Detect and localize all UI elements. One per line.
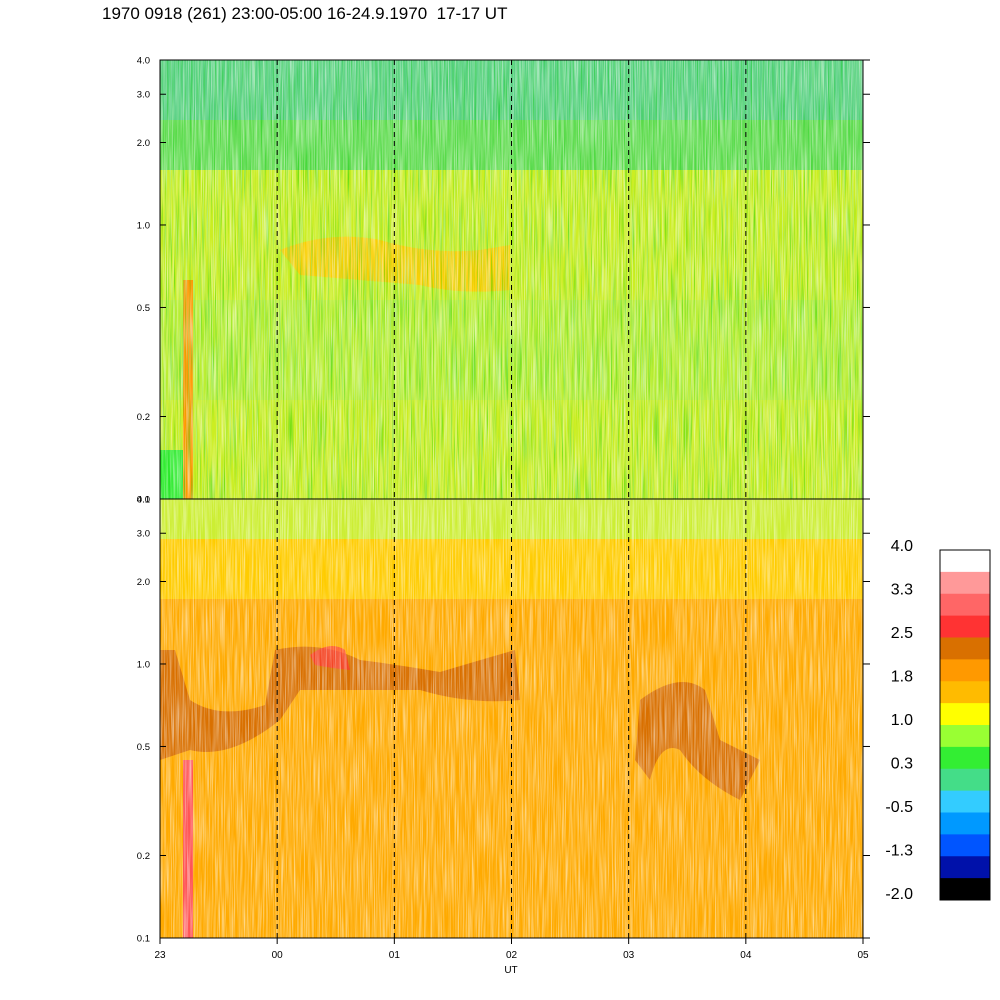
bottom-y-tick-label: 1.0 <box>137 659 150 670</box>
x-tick-label-03: 03 <box>623 950 635 961</box>
top-y-tick-label: 1.0 <box>137 220 150 231</box>
colorbar-label: 3.3 <box>891 582 913 599</box>
x-tick-label-23: 23 <box>154 950 166 961</box>
colorbar: 4.0 3.3 2.5 1.8 1.0 0.3 -0.5 -1.3 -2.0 <box>885 538 991 903</box>
x-axis-ticks: 23 00 01 02 03 04 05 <box>154 938 869 961</box>
colorbar-swatch <box>940 659 990 682</box>
colorbar-swatch <box>940 746 990 770</box>
x-tick-label-04: 04 <box>740 950 752 961</box>
top-y-tick-label: 2.0 <box>137 138 150 149</box>
bottom-y-tick-label: 0.5 <box>137 742 150 753</box>
top-y-tick-label: 0.5 <box>137 303 150 314</box>
top-y-tick-label: 0.1 <box>137 495 150 506</box>
colorbar-label: 4.0 <box>891 538 913 555</box>
y-axis-ticks: 0.10.20.51.02.03.04.00.10.20.51.02.03.04… <box>137 56 870 945</box>
x-tick-label-02: 02 <box>506 950 518 961</box>
colorbar-swatch <box>940 615 990 638</box>
top-y-tick-label: 0.2 <box>137 412 150 423</box>
top-y-tick-label: 3.0 <box>137 90 150 101</box>
colorbar-label: 2.5 <box>891 625 913 642</box>
colorbar-swatch <box>940 768 990 792</box>
x-axis-label: UT <box>504 965 517 976</box>
colorbar-swatch <box>940 703 990 726</box>
bottom-y-tick-label: 0.2 <box>137 851 150 862</box>
bottom-y-tick-label: 2.0 <box>137 577 150 588</box>
colorbar-label: -2.0 <box>885 886 913 903</box>
colorbar-swatch <box>940 550 990 573</box>
colorbar-swatch <box>940 790 990 813</box>
colorbar-swatch <box>940 878 990 901</box>
colorbar-label: 1.8 <box>891 669 913 686</box>
x-tick-label-00: 00 <box>272 950 284 961</box>
colorbar-swatch <box>940 681 990 704</box>
colorbar-label: 0.3 <box>891 756 913 773</box>
colorbar-swatch <box>940 593 990 617</box>
colorbar-swatch <box>940 637 990 660</box>
colorbar-swatch <box>940 856 990 879</box>
bottom-y-tick-label: 3.0 <box>137 529 150 540</box>
top-y-tick-label: 4.0 <box>137 56 150 67</box>
hour-gridlines <box>276 60 747 938</box>
colorbar-swatch <box>940 725 990 748</box>
colorbar-label: -0.5 <box>885 799 913 816</box>
colorbar-frame <box>939 549 991 901</box>
chart-title: 1970 0918 (261) 23:00-05:00 16-24.9.1970… <box>102 4 508 23</box>
x-tick-label-01: 01 <box>389 950 401 961</box>
x-tick-label-05: 05 <box>857 950 869 961</box>
colorbar-swatch <box>940 571 990 595</box>
bottom-y-tick-label: 4.0 <box>137 495 150 506</box>
colorbar-label: -1.3 <box>885 843 913 860</box>
colorbar-swatch <box>940 812 990 835</box>
colorbar-swatch <box>940 834 990 857</box>
colorbar-label: 1.0 <box>891 712 913 729</box>
bottom-y-tick-label: 0.1 <box>137 934 150 945</box>
